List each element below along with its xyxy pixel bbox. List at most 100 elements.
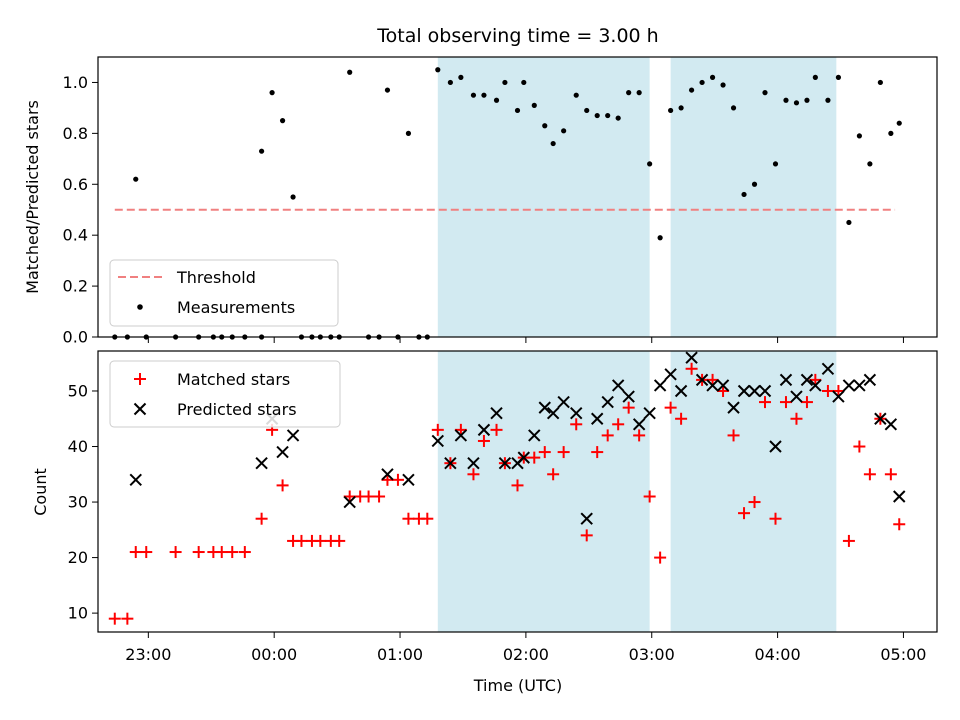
measurement-point bbox=[730, 105, 737, 111]
matched-point bbox=[314, 534, 327, 547]
predicted-point bbox=[546, 406, 560, 420]
measurement-point bbox=[626, 90, 632, 96]
matched-point bbox=[570, 418, 583, 431]
matched-point bbox=[381, 473, 394, 486]
matched-point bbox=[717, 384, 730, 397]
matched-point bbox=[601, 429, 614, 442]
predicted-point bbox=[255, 456, 268, 470]
predicted-point bbox=[716, 379, 730, 392]
measurement-point bbox=[877, 79, 883, 86]
y-axis-label-count: Count bbox=[31, 468, 50, 516]
y-tick-label: 50 bbox=[68, 381, 88, 400]
measurement-point bbox=[783, 97, 789, 103]
measurement-point bbox=[647, 161, 653, 167]
measurement-point bbox=[514, 107, 521, 114]
y-axis-label-ratio: Matched/Predicted stars bbox=[23, 100, 42, 294]
matched-point bbox=[108, 612, 121, 625]
predicted-point bbox=[286, 429, 300, 442]
predicted-point bbox=[758, 384, 772, 398]
measurement-point bbox=[615, 115, 621, 121]
predicted-point bbox=[809, 379, 822, 392]
matched-point bbox=[467, 468, 480, 481]
predicted-point bbox=[381, 468, 394, 481]
matched-point bbox=[140, 546, 153, 559]
predicted-point bbox=[611, 379, 625, 392]
predicted-point bbox=[444, 456, 457, 470]
measurement-point bbox=[447, 79, 453, 86]
legend-matched-label: Matched stars bbox=[177, 370, 290, 389]
predicted-point bbox=[779, 373, 793, 387]
predicted-point bbox=[790, 390, 803, 403]
matched-point bbox=[580, 529, 593, 542]
predicted-point bbox=[643, 406, 656, 420]
matched-point bbox=[295, 534, 308, 547]
measurement-point bbox=[470, 92, 477, 98]
predicted-point bbox=[528, 429, 541, 442]
matched-point bbox=[654, 551, 667, 564]
matched-point bbox=[591, 446, 604, 459]
measurement-point bbox=[762, 90, 768, 96]
legend-predicted-marker bbox=[133, 402, 147, 416]
measurement-point bbox=[657, 235, 663, 241]
measurement-point bbox=[699, 79, 705, 86]
measurement-point bbox=[812, 74, 818, 80]
y-tick-label: 1.0 bbox=[63, 73, 88, 92]
predicted-point bbox=[477, 423, 491, 437]
predicted-point bbox=[580, 512, 593, 525]
matched-point bbox=[333, 534, 346, 547]
measurement-point bbox=[835, 74, 842, 80]
measurement-point bbox=[720, 82, 726, 88]
predicted-point bbox=[821, 362, 835, 375]
matched-point bbox=[528, 451, 541, 464]
measurement-point bbox=[290, 194, 296, 200]
axes-frame bbox=[97, 350, 938, 633]
x-tick-label: 02:00 bbox=[503, 645, 549, 664]
matched-point bbox=[727, 429, 740, 442]
predicted-point bbox=[538, 401, 551, 414]
predicted-point bbox=[431, 434, 445, 448]
y-tick-label: 0.4 bbox=[63, 226, 88, 245]
predicted-point bbox=[800, 373, 814, 387]
y-tick-label: 0.6 bbox=[63, 175, 88, 194]
x-tick-label: 01:00 bbox=[377, 645, 423, 664]
measurement-point bbox=[688, 87, 695, 93]
measurement-point bbox=[751, 181, 758, 187]
predicted-point bbox=[557, 395, 570, 409]
y-tick-label: 40 bbox=[68, 437, 88, 456]
matched-point bbox=[373, 490, 386, 503]
measurement-point bbox=[678, 105, 684, 111]
predicted-point bbox=[129, 473, 142, 487]
matched-point bbox=[538, 446, 551, 459]
measurement-point bbox=[405, 130, 412, 136]
y-tick-label: 0.2 bbox=[63, 277, 88, 296]
legend-measurements-label: Measurements bbox=[177, 298, 295, 317]
y-tick-label: 10 bbox=[68, 604, 88, 623]
observing-window-1 bbox=[437, 57, 650, 337]
matched-point bbox=[129, 546, 142, 559]
predicted-point bbox=[769, 440, 782, 453]
measurement-point bbox=[542, 123, 548, 129]
predicted-point bbox=[674, 384, 688, 398]
matched-point bbox=[675, 412, 688, 425]
matched-point bbox=[769, 512, 782, 525]
predicted-point bbox=[685, 351, 698, 364]
matched-point bbox=[362, 490, 375, 503]
measurement-point bbox=[481, 92, 487, 98]
predicted-point bbox=[622, 390, 635, 403]
matched-point bbox=[612, 418, 625, 431]
chart-title: Total observing time = 3.00 h bbox=[376, 25, 658, 47]
predicted-point bbox=[570, 406, 583, 420]
matched-point bbox=[853, 440, 866, 453]
matched-point bbox=[431, 423, 444, 436]
measurement-point bbox=[846, 219, 852, 226]
matched-point bbox=[748, 496, 761, 509]
x-tick-label: 04:00 bbox=[755, 645, 801, 664]
measurement-point bbox=[133, 176, 139, 182]
matched-point bbox=[800, 396, 813, 409]
predicted-point bbox=[737, 384, 751, 398]
y-tick-label: 0.0 bbox=[63, 328, 88, 347]
predicted-point bbox=[632, 418, 646, 431]
measurement-point bbox=[458, 74, 464, 80]
matched-point bbox=[842, 534, 855, 547]
